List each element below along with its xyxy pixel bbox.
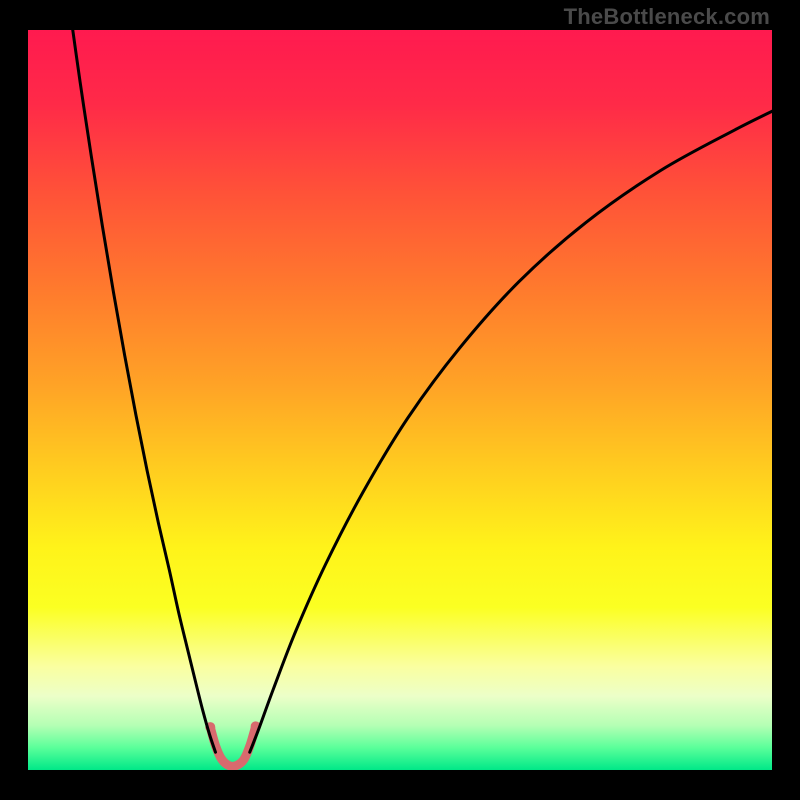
chart-svg: [28, 30, 772, 770]
watermark-text: TheBottleneck.com: [564, 4, 770, 30]
gradient-background: [28, 30, 772, 770]
chart-plot-area: [28, 30, 772, 770]
